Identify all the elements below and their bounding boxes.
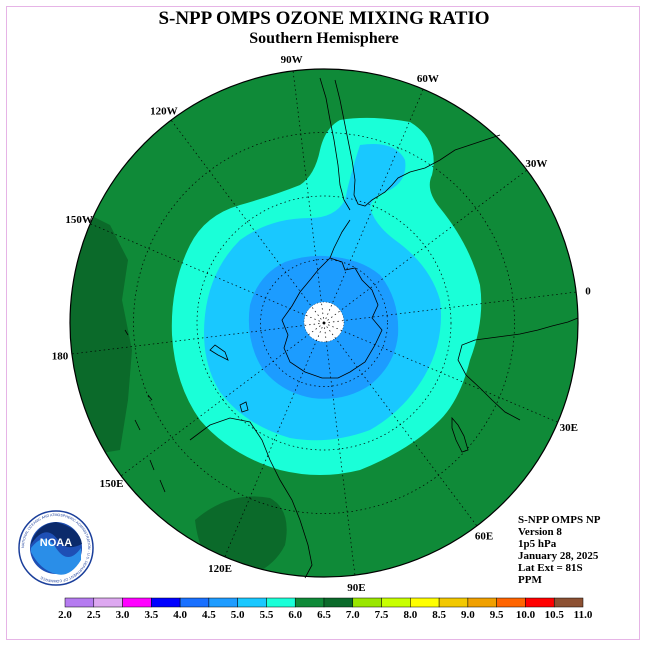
longitude-line [71,322,325,355]
latitude-circle [260,259,388,387]
coastline-antarctic-peninsula [329,219,351,259]
longitude-line [323,169,528,324]
coastline-new-zealand [209,344,229,361]
info-line: 1p5 hPa [518,538,557,550]
coastline-australia [189,417,313,579]
longitude-line [323,291,577,324]
longitude-line [90,223,325,324]
longitude-label: 90W [281,54,303,66]
coastline-africa [457,317,579,421]
longitude-line [323,322,478,527]
longitude-line [224,322,325,557]
page-subtitle: Southern Hemisphere [249,30,399,47]
longitude-line [120,322,325,477]
longitude-label: 150E [100,478,124,490]
latitude-circle [196,195,452,451]
longitude-label: 30W [525,158,547,170]
dataset-info: S-NPP OMPS NP Version 8 1p5 hPa January … [518,514,601,586]
page-title: S-NPP OMPS OZONE MIXING RATIO [158,8,490,29]
pole-marker [303,301,345,343]
longitude-lines [71,70,577,576]
coastlines [124,77,579,579]
longitude-label: 120E [208,563,232,575]
page-frame [6,6,640,640]
graticule [71,70,577,576]
longitude-line [323,89,424,324]
info-line: Lat Ext = 81S [518,562,583,574]
longitude-label: 150W [65,214,93,226]
coastline-tasmania [239,401,249,413]
longitude-line [323,322,558,423]
longitude-line [170,119,325,324]
info-line: S-NPP OMPS NP [518,514,601,526]
longitude-labels: 90W 60W 30W 0 30E 60E 90E 120E 150E 180 150W 120W [52,54,592,594]
longitude-label: 90E [347,582,365,594]
longitude-label: 0 [585,286,591,298]
coastline-south-america-west [319,77,351,211]
info-line: PPM [518,574,542,586]
longitude-label: 30E [560,422,578,434]
latitude-circle [133,132,515,514]
longitude-label: 120W [150,106,178,118]
ozone-field [70,69,578,577]
coastline-pacific-islands [124,329,166,493]
longitude-label: 180 [52,350,69,362]
globe-border [69,68,579,578]
latitude-circles [133,132,515,514]
coastline-madagascar [451,416,469,453]
longitude-line [292,70,325,324]
longitude-label: 60W [417,73,439,85]
info-line: January 28, 2025 [518,550,599,562]
coastline-south-america [334,79,501,207]
longitude-label: 60E [475,530,493,542]
coastline-antarctica [281,257,383,379]
info-line: Version 8 [518,526,562,538]
longitude-line [323,322,356,576]
